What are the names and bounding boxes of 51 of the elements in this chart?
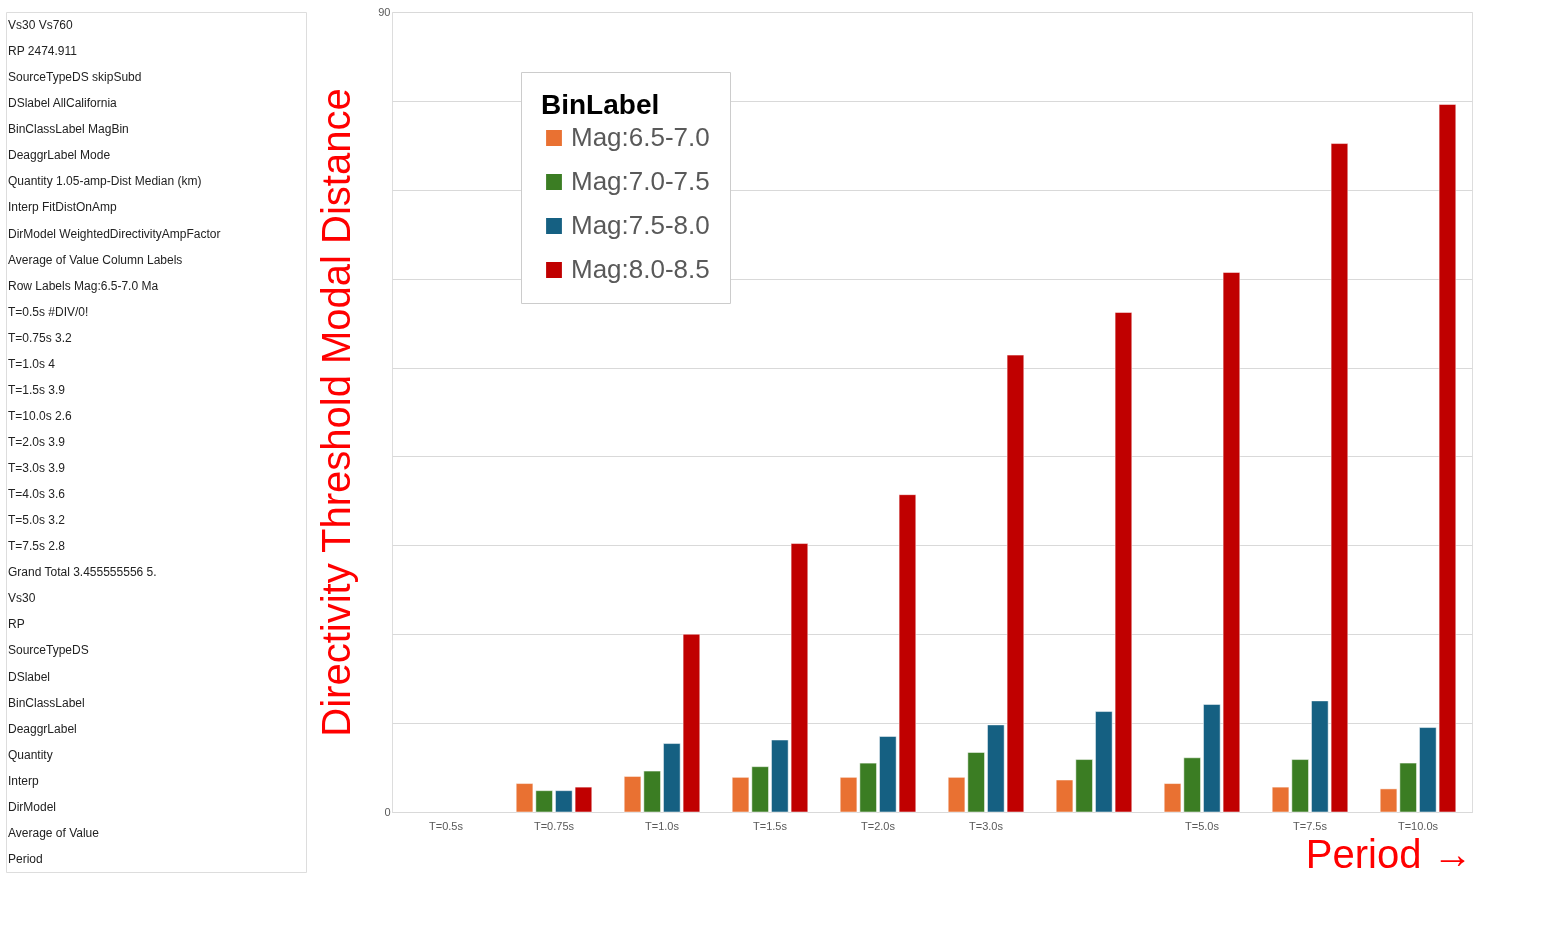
text: Quantity 1.05-amp-Dist Median (km) [8,174,202,189]
x-tick-label: T=10.0s [1397,819,1439,832]
x-tick-label: T=7.5s [1293,819,1328,832]
text: SourceTypeDS skipSubd [8,70,142,85]
text: SourceTypeDS [8,643,89,658]
x-axis-title: Period → [1305,831,1473,876]
text: Quantity [8,747,53,762]
text: RP [8,617,25,632]
text: Interp [8,773,40,788]
text: DeaggrLabel [8,721,77,736]
y-tick-label: 90 [378,5,391,18]
text: T=4.0s 3.6 [8,487,66,502]
text: Vs30 Vs760 [8,18,74,33]
legend-label: Mag:6.5-7.0 [571,122,710,152]
x-tick-label: T=1.5s [753,819,788,832]
text: Row Labels Mag:6.5-7.0 Ma [8,278,159,293]
x-tick-label: T=0.75s [533,819,575,832]
text: Average of Value Column Labels [8,252,183,267]
text: DSlabel [8,669,51,684]
text: DirModel WeightedDirectivityAmpFactor [8,226,221,241]
legend-label: Mag:8.0-8.5 [571,254,710,284]
text: T=10.0s 2.6 [8,408,73,423]
y-tick-label: 0 [384,805,391,818]
y-axis-title: Directivity Threshold Modal Distance [314,88,359,737]
x-tick-label: T=1.0s [645,819,680,832]
text: T=7.5s 2.8 [8,539,66,554]
text: T=3.0s 3.9 [8,461,66,476]
text: BinClassLabel [8,695,85,710]
text: DeaggrLabel Mode [8,148,111,163]
x-tick-label: T=2.0s [861,819,896,832]
text: DirModel [8,799,57,814]
text: Period [8,851,43,866]
text: Interp FitDistOnAmp [8,200,118,215]
text: T=1.5s 3.9 [8,382,66,397]
x-tick-label: T=5.0s [1185,819,1220,832]
text: DSlabel AllCalifornia [8,96,118,111]
text: Average of Value [8,825,100,840]
text: T=0.5s #DIV/0! [8,304,89,319]
x-tick-label: T=3.0s [969,819,1004,832]
text: RP 2474.911 [8,44,78,59]
text: T=5.0s 3.2 [8,513,66,528]
text: Vs30 [8,591,36,606]
text: T=1.0s 4 [8,356,56,371]
legend-title: BinLabel [541,89,660,120]
legend-label: Mag:7.5-8.0 [571,210,710,240]
text: Grand Total 3.455555556 5. [8,565,157,580]
x-tick-label: T=0.5s [429,819,464,832]
text: BinClassLabel MagBin [8,122,129,137]
legend-label: Mag:7.0-7.5 [571,166,710,196]
text: T=2.0s 3.9 [8,435,66,449]
text: T=0.75s 3.2 [8,330,73,345]
